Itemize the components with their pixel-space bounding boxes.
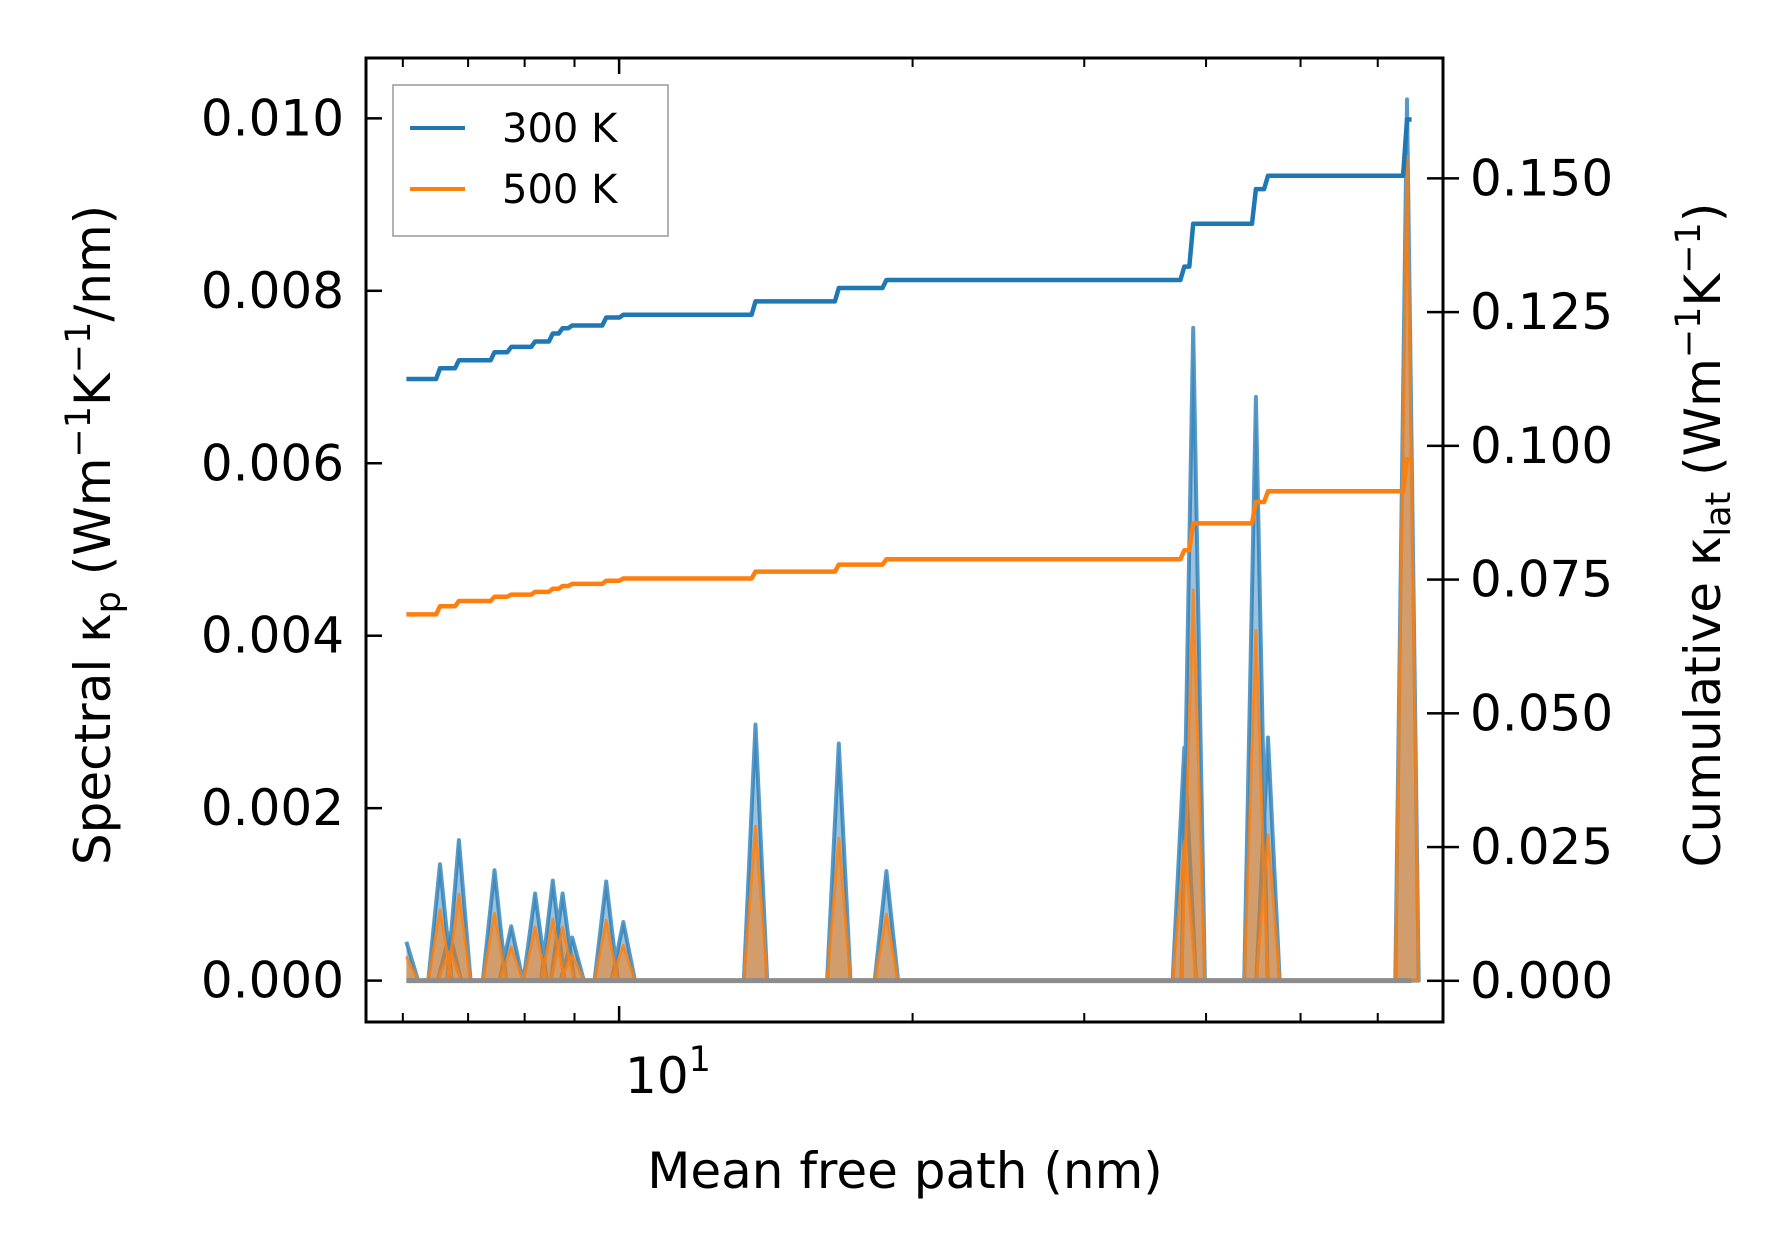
y-left-tick-label: 0.008 [201, 262, 344, 320]
axes-frame [364, 56, 1445, 1024]
legend: 300 K 500 K [392, 84, 669, 237]
y-right-label-unit-close: ) [1674, 203, 1732, 223]
y-left-tick-label: 0.002 [201, 779, 344, 837]
y-left-label-mid: K [64, 372, 122, 406]
y-right-tick-label: 0.000 [1470, 952, 1613, 1010]
y-right-label-main: Cumulative κ [1674, 537, 1732, 868]
y-right-tick-label: 0.150 [1470, 149, 1613, 207]
y-right-tick-label: 0.125 [1470, 283, 1613, 341]
y-right-label-unit-open: (Wm [1674, 358, 1732, 492]
y-left-label-sup1: −1 [59, 406, 99, 458]
y-left-tick-label: 0.006 [201, 434, 344, 492]
x-tick-label-base: 10 [625, 1047, 689, 1105]
y-left-tick-label: 0.000 [201, 952, 344, 1010]
x-axis-label: Mean free path (nm) [647, 1142, 1163, 1200]
y-left-label-unit-close: /nm) [64, 205, 122, 322]
y-right-tick-label: 0.025 [1470, 818, 1613, 876]
y-left-label-unit-open: (Wm [64, 458, 122, 592]
y-axis-left-label: Spectral κp (Wm−1K−1/nm) [59, 205, 129, 865]
y-left-label-main: Spectral κ [64, 613, 122, 865]
y-left-label-sup2: −1 [59, 322, 99, 374]
y-axis-right-label: Cumulative κlat (Wm−1K−1) [1669, 203, 1739, 868]
y-right-label-sub: lat [1699, 492, 1739, 537]
ticks: 0.000 0.002 0.004 0.006 0.008 0.010 0.000 0.025… [201, 58, 1613, 1022]
y-left-label-sub: p [89, 591, 129, 613]
legend-label-500k: 500 K [502, 167, 619, 213]
x-tick-label-exponent: 1 [689, 1040, 711, 1080]
cumulative-line-500k [406, 456, 1412, 617]
cumulative-line-300k [406, 117, 1412, 382]
y-right-tick-label: 0.050 [1470, 684, 1613, 742]
y-right-label-sup2: −1 [1669, 222, 1709, 274]
y-right-tick-label: 0.075 [1470, 551, 1613, 609]
plot-area [404, 97, 1421, 984]
y-left-tick-label: 0.004 [201, 607, 344, 665]
y-right-label-mid: K [1674, 273, 1732, 307]
legend-box [392, 84, 669, 237]
y-right-label-sup1: −1 [1669, 307, 1709, 359]
x-tick-label-10: 101 [625, 1040, 711, 1105]
legend-label-300k: 300 K [502, 106, 619, 152]
y-right-tick-label: 0.100 [1470, 417, 1613, 475]
y-left-tick-label: 0.010 [201, 89, 344, 147]
